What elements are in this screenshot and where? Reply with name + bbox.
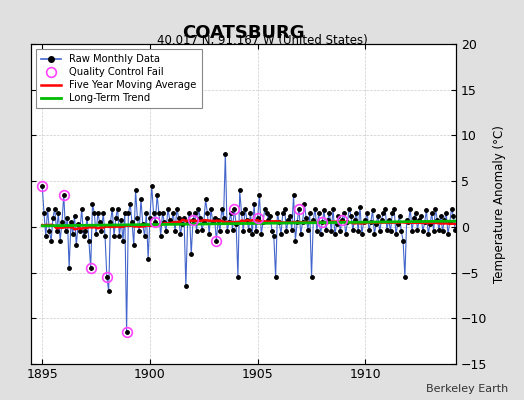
Text: Berkeley Earth: Berkeley Earth (426, 384, 508, 394)
Title: COATSBURG: COATSBURG (182, 24, 305, 42)
Legend: Raw Monthly Data, Quality Control Fail, Five Year Moving Average, Long-Term Tren: Raw Monthly Data, Quality Control Fail, … (37, 49, 202, 108)
Y-axis label: Temperature Anomaly (°C): Temperature Anomaly (°C) (493, 125, 506, 283)
Text: 40.017 N, 91.167 W (United States): 40.017 N, 91.167 W (United States) (157, 34, 367, 47)
